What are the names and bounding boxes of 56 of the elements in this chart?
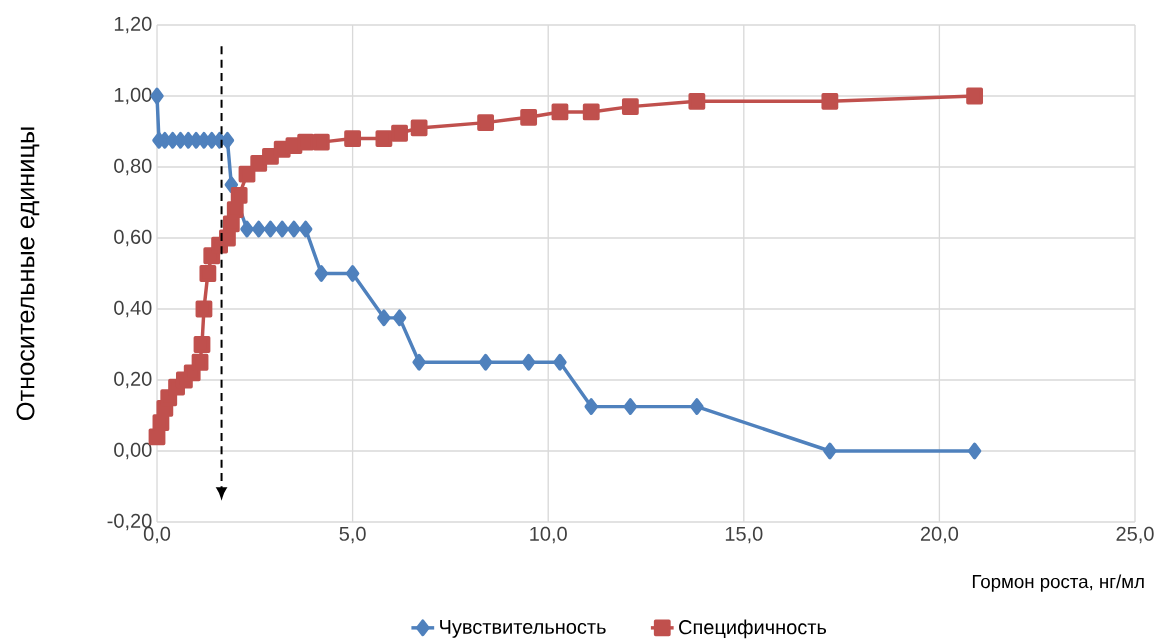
point xyxy=(584,398,598,416)
y-tick-label: 0,60 xyxy=(114,229,152,247)
point xyxy=(688,92,706,110)
point xyxy=(582,103,600,121)
point xyxy=(191,353,209,371)
y-tick-label: 1,20 xyxy=(114,16,152,34)
point xyxy=(412,353,426,371)
point xyxy=(966,87,984,105)
point xyxy=(823,442,837,460)
point xyxy=(251,220,266,238)
point xyxy=(410,119,428,137)
x-tick-label: 5,0 xyxy=(339,526,366,544)
point xyxy=(375,130,393,147)
point xyxy=(621,98,639,116)
x-axis-title: Гормон роста, нг/мл xyxy=(972,574,1144,592)
point xyxy=(477,114,495,132)
point xyxy=(226,201,244,218)
point xyxy=(521,353,536,371)
x-tick-label: 10,0 xyxy=(530,526,567,544)
point xyxy=(312,133,330,151)
point xyxy=(391,124,408,142)
point xyxy=(345,265,360,282)
point xyxy=(297,133,315,151)
point xyxy=(344,130,362,147)
y-tick-label: 0,00 xyxy=(114,442,152,460)
y-tick-label: 0,20 xyxy=(114,371,152,389)
point xyxy=(230,186,248,204)
x-tick-label: 15,0 xyxy=(725,526,763,544)
y-tick-label: 1,00 xyxy=(114,87,152,105)
legend-label: Специфичность xyxy=(679,619,827,639)
point xyxy=(193,336,211,353)
point xyxy=(275,220,289,238)
y-tick-label: 0,40 xyxy=(114,300,152,318)
y-axis-title: Относительные единицы xyxy=(16,127,40,420)
point xyxy=(222,215,240,233)
legend-label: Чувствительность xyxy=(440,619,606,638)
point xyxy=(287,220,301,238)
point xyxy=(199,265,217,282)
point xyxy=(520,108,538,126)
point xyxy=(314,265,329,282)
y-tick-label: 0,80 xyxy=(114,158,152,176)
point xyxy=(690,398,704,416)
point xyxy=(195,300,213,318)
point xyxy=(623,398,638,416)
x-tick-label: 25,0 xyxy=(1116,526,1154,544)
point xyxy=(240,220,254,238)
point xyxy=(392,309,407,327)
point xyxy=(967,442,982,460)
point xyxy=(377,309,391,327)
point xyxy=(821,92,839,110)
point xyxy=(263,220,278,238)
point xyxy=(478,353,493,371)
point xyxy=(551,103,569,121)
point xyxy=(298,220,313,238)
point xyxy=(553,353,567,371)
x-tick-label: 20,0 xyxy=(920,526,959,544)
